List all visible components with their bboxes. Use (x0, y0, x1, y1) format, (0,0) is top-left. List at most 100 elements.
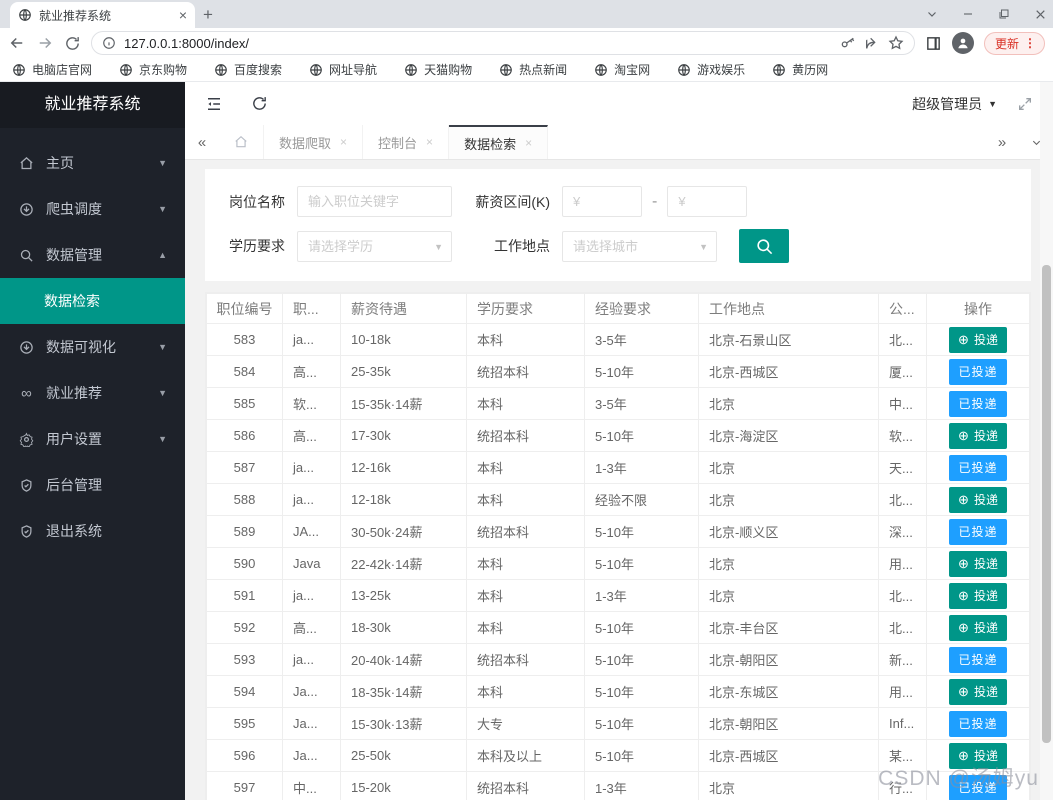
sidebar-item-crawler-schedule[interactable]: 爬虫调度 ▼ (0, 186, 185, 232)
sidebar-item-logout[interactable]: 退出系统 (0, 508, 185, 554)
cell-loc: 北京-朝阳区 (698, 707, 879, 740)
sidebar-item-admin-backend[interactable]: 后台管理 (0, 462, 185, 508)
window-minimize-icon[interactable] (962, 8, 974, 20)
apply-button[interactable]: ⊕ 投递 (949, 678, 1007, 705)
tabs-scroll-right-icon[interactable]: » (997, 133, 1007, 151)
table-row: 595 Ja... 15-30k·13薪 大专 5-10年 北京-朝阳区 Inf... 已投递 (206, 707, 1030, 740)
refresh-icon[interactable] (251, 95, 268, 112)
applied-button[interactable]: 已投递 (949, 646, 1007, 673)
applied-button[interactable]: 已投递 (949, 358, 1007, 385)
vertical-scrollbar[interactable] (1040, 82, 1053, 800)
collapse-menu-icon[interactable] (205, 95, 223, 113)
tab-data-search[interactable]: 数据检索 × (449, 125, 549, 159)
applied-button[interactable]: 已投递 (949, 390, 1007, 417)
sidebar-item-home[interactable]: 主页 ▼ (0, 140, 185, 186)
cell-loc: 北京-西城区 (698, 739, 879, 772)
url-text[interactable]: 127.0.0.1:8000/index/ (124, 35, 250, 51)
user-dropdown[interactable]: 超级管理员 ▼ (912, 94, 997, 114)
applied-button[interactable]: 已投递 (949, 774, 1007, 800)
reload-icon[interactable] (64, 35, 81, 52)
tab-close-icon[interactable]: × (525, 136, 533, 150)
apply-button[interactable]: ⊕ 投递 (949, 614, 1007, 641)
cell-title: 高... (282, 355, 341, 388)
bookmark-item[interactable]: 热点新闻 (499, 61, 567, 78)
cell-company: 软... (878, 419, 927, 452)
browser-tab[interactable]: 就业推荐系统 × (10, 2, 195, 28)
fullscreen-icon[interactable] (1017, 96, 1033, 112)
salary-min-input[interactable] (562, 186, 642, 217)
applied-button[interactable]: 已投递 (949, 454, 1007, 481)
cell-action: 已投递 (926, 643, 1030, 676)
cell-salary: 13-25k (340, 579, 467, 612)
cell-loc: 北京 (698, 547, 879, 580)
bookmark-star-icon[interactable] (888, 35, 904, 51)
side-panel-icon[interactable] (925, 35, 942, 52)
applied-button[interactable]: 已投递 (949, 518, 1007, 545)
bookmark-item[interactable]: 天猫购物 (404, 61, 472, 78)
action-button-label: 已投递 (958, 525, 998, 539)
cell-action: 已投递 (926, 451, 1030, 484)
vertical-scrollbar-thumb[interactable] (1042, 265, 1051, 743)
cell-action: ⊕ 投递 (926, 419, 1030, 452)
apply-button[interactable]: ⊕ 投递 (949, 326, 1007, 353)
sidebar-item-data-search[interactable]: 数据检索 (0, 278, 185, 324)
bookmark-item[interactable]: 淘宝网 (594, 61, 650, 78)
action-button-label: 投递 (973, 333, 998, 347)
cell-loc: 北京-东城区 (698, 675, 879, 708)
new-tab-button[interactable]: + (203, 5, 213, 24)
apply-button[interactable]: ⊕ 投递 (949, 486, 1007, 513)
browser-menu-icon[interactable]: ⋮ (1024, 36, 1036, 50)
tabs-menu-chevron-icon[interactable] (1019, 125, 1053, 159)
tab-label: 数据爬取 (279, 135, 332, 151)
bookmark-item[interactable]: 网址导航 (309, 61, 377, 78)
window-close-icon[interactable] (1034, 8, 1047, 21)
tab-close-icon[interactable]: × (426, 135, 434, 149)
apply-button[interactable]: ⊕ 投递 (949, 422, 1007, 449)
bookmark-item[interactable]: 百度搜索 (214, 61, 282, 78)
tab-data-crawl[interactable]: 数据爬取 × (264, 125, 364, 159)
bookmark-item[interactable]: 京东购物 (119, 61, 187, 78)
bookmark-item[interactable]: 游戏娱乐 (677, 61, 745, 78)
tab-search-chevron-icon[interactable] (926, 8, 938, 20)
sidebar-item-user-settings[interactable]: 用户设置 ▼ (0, 416, 185, 462)
window-restore-icon[interactable] (998, 8, 1010, 20)
applied-button[interactable]: 已投递 (949, 710, 1007, 737)
cell-salary: 22-42k·14薪 (340, 547, 467, 580)
back-icon[interactable] (8, 34, 26, 52)
profile-avatar[interactable] (951, 32, 974, 54)
job-name-label: 岗位名称 (229, 193, 285, 210)
sidebar-item-data-management[interactable]: 数据管理 ▲ (0, 232, 185, 278)
shield-check-icon (18, 524, 35, 539)
apply-button[interactable]: ⊕ 投递 (949, 550, 1007, 577)
apply-button[interactable]: ⊕ 投递 (949, 742, 1007, 769)
education-select[interactable] (297, 230, 452, 262)
apply-button[interactable]: ⊕ 投递 (949, 582, 1007, 609)
cell-edu: 本科 (466, 483, 585, 516)
city-select[interactable] (562, 230, 717, 262)
bookmark-item[interactable]: 电脑店官网 (12, 61, 92, 78)
cell-id: 591 (206, 579, 283, 612)
tab-close-icon[interactable]: × (340, 135, 348, 149)
action-button-label: 投递 (973, 429, 998, 443)
salary-max-input[interactable] (667, 186, 748, 217)
cell-action: ⊕ 投递 (926, 323, 1030, 356)
search-button[interactable] (739, 229, 789, 263)
sidebar-item-label: 爬虫调度 (46, 201, 102, 217)
tab-console[interactable]: 控制台 × (363, 125, 450, 159)
forward-icon[interactable] (36, 34, 54, 52)
globe-icon (310, 63, 322, 76)
job-keyword-input[interactable] (297, 186, 452, 217)
tab-home[interactable] (219, 125, 264, 159)
tab-close-icon[interactable]: × (178, 7, 187, 23)
cell-action: 已投递 (926, 355, 1030, 388)
tabs-scroll-left-icon[interactable]: « (197, 133, 207, 151)
tab-label: 数据检索 (464, 136, 517, 152)
sidebar-item-job-recommend[interactable]: ∞ 就业推荐 ▼ (0, 370, 185, 416)
bookmark-item[interactable]: 黄历网 (772, 61, 828, 78)
site-info-icon[interactable] (102, 36, 116, 50)
password-key-icon[interactable] (840, 35, 856, 51)
sidebar-item-data-visualization[interactable]: 数据可视化 ▼ (0, 324, 185, 370)
url-bar[interactable]: 127.0.0.1:8000/index/ (91, 31, 915, 55)
share-icon[interactable] (864, 35, 880, 51)
chrome-update-button[interactable]: 更新 ⋮ (983, 31, 1045, 55)
